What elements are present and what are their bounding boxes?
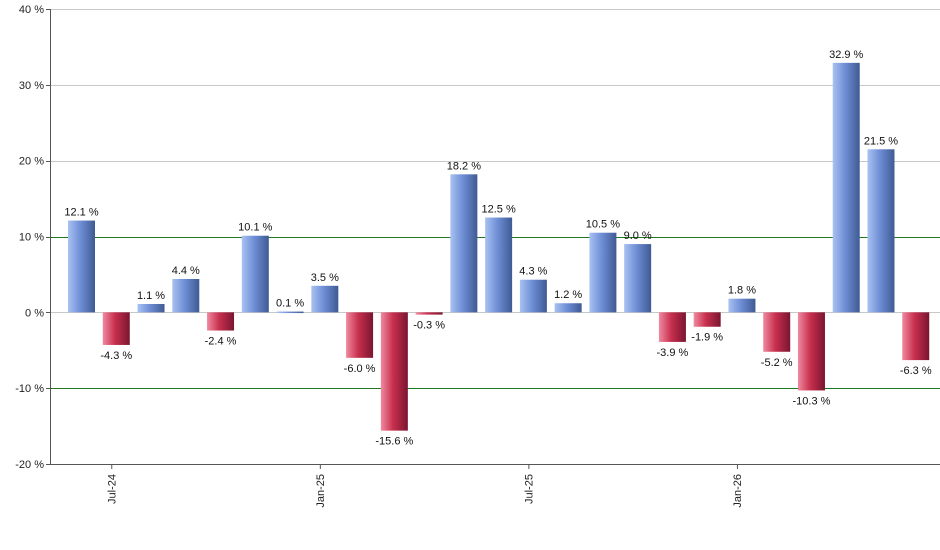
bar-positive [172, 278, 200, 313]
data-label: -1.9 % [691, 332, 723, 344]
bar-positive [589, 232, 617, 313]
data-label: -15.6 % [375, 436, 413, 448]
x-tick-label: Jul-25 [523, 474, 535, 504]
y-tick-label: 30 % [19, 80, 44, 92]
data-labels: 12.1 % -4.3 % 1.1 % 4.4 % -2.4 % 10.1 % 0.1 % 3… [64, 49, 931, 448]
data-label: -5.2 % [761, 357, 793, 369]
x-tick-label: Jul-24 [106, 474, 118, 504]
data-label: 3.5 % [311, 272, 339, 284]
y-tick-label: 10 % [19, 232, 44, 244]
data-label: 4.4 % [172, 265, 200, 277]
axes [46, 9, 940, 469]
data-label: -10.3 % [792, 395, 830, 407]
bar-positive [624, 244, 652, 313]
data-label: 10.5 % [586, 219, 620, 231]
data-label: 4.3 % [519, 266, 547, 278]
data-label: -2.4 % [205, 336, 237, 348]
data-label: -6.3 % [900, 365, 932, 377]
bar-negative [380, 312, 408, 431]
bar-negative [346, 312, 374, 358]
data-label: 1.1 % [137, 290, 165, 302]
data-label: -6.0 % [344, 363, 376, 375]
bar-negative [658, 312, 686, 342]
y-tick-label: 20 % [19, 156, 44, 168]
bar-positive [241, 235, 269, 313]
bar-negative [693, 312, 721, 327]
data-label: 32.9 % [829, 49, 863, 61]
bar-positive [311, 285, 339, 313]
bars [68, 62, 930, 431]
bar-positive [728, 298, 756, 313]
data-label: 1.8 % [728, 285, 756, 297]
bar-negative [102, 312, 130, 345]
grid-lines [50, 9, 940, 313]
y-tick-label: 40 % [19, 4, 44, 16]
data-label: 12.5 % [481, 204, 515, 216]
data-label: 21.5 % [864, 135, 898, 147]
y-axis-tick-labels: 40 % 30 % 20 % 10 % 0 % -10 % -20 % [15, 4, 44, 471]
bar-positive [276, 311, 304, 314]
bar-positive [137, 303, 165, 313]
y-tick-label: -20 % [15, 459, 44, 471]
data-label: 1.2 % [554, 289, 582, 301]
y-tick-label: 0 % [25, 307, 44, 319]
bar-positive [68, 220, 95, 313]
bar-positive [832, 62, 860, 313]
bar-negative [763, 312, 791, 352]
x-axis-tick-labels: Jul-24 Jan-25 Jul-25 Jan-26 [106, 474, 744, 508]
bar-positive [519, 279, 547, 313]
bar-positive [554, 303, 582, 313]
bar-negative [797, 312, 825, 391]
y-tick-label: -10 % [15, 383, 44, 395]
bar-positive [867, 149, 895, 313]
data-label: 10.1 % [238, 222, 272, 234]
x-tick-label: Jan-25 [315, 474, 327, 508]
bar-positive [450, 174, 478, 313]
data-label: 0.1 % [276, 298, 304, 310]
bar-positive [485, 217, 513, 313]
data-label: -0.3 % [413, 320, 445, 332]
data-label: 12.1 % [64, 207, 98, 219]
bar-negative [902, 312, 930, 361]
bar-negative [207, 312, 235, 331]
data-label: 18.2 % [447, 160, 481, 172]
data-label: -4.3 % [100, 350, 132, 362]
x-tick-label: Jan-26 [732, 474, 744, 508]
data-label: 9.0 % [624, 230, 652, 242]
data-label: -3.9 % [657, 347, 689, 359]
bar-negative [415, 312, 443, 315]
